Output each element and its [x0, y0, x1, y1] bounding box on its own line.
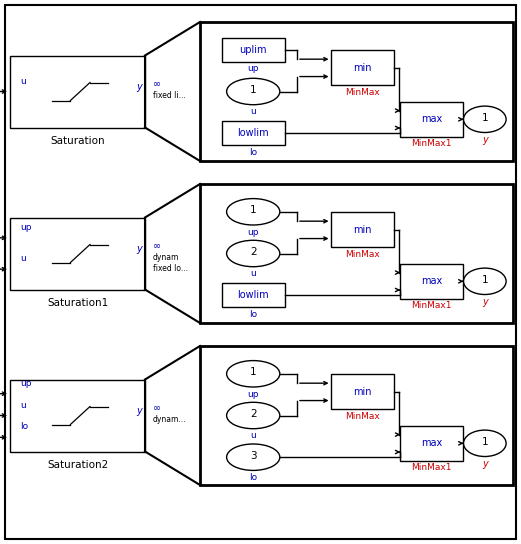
- Text: MinMax: MinMax: [345, 250, 380, 259]
- Bar: [200, 184, 513, 323]
- Text: up: up: [20, 223, 31, 232]
- Ellipse shape: [227, 240, 280, 267]
- Text: u: u: [250, 107, 256, 116]
- Bar: [222, 121, 284, 145]
- Bar: [222, 38, 284, 61]
- Bar: [222, 283, 284, 307]
- Ellipse shape: [464, 268, 506, 294]
- Text: u: u: [250, 431, 256, 440]
- Text: up: up: [247, 390, 259, 399]
- Text: 1: 1: [250, 85, 256, 95]
- Text: 3: 3: [250, 451, 256, 461]
- Text: 2: 2: [250, 247, 256, 257]
- Text: lowlim: lowlim: [238, 128, 269, 138]
- Text: Saturation2: Saturation2: [47, 460, 108, 469]
- Text: ∞: ∞: [153, 242, 161, 251]
- Text: Saturation1: Saturation1: [47, 298, 108, 307]
- Ellipse shape: [227, 199, 280, 225]
- Bar: [10, 55, 145, 127]
- Text: y: y: [482, 134, 488, 145]
- Text: u: u: [20, 77, 26, 85]
- Text: lo: lo: [249, 147, 257, 157]
- Text: min: min: [354, 63, 372, 73]
- Text: 1: 1: [481, 437, 488, 447]
- Text: 2: 2: [250, 409, 256, 419]
- Text: 1: 1: [250, 206, 256, 215]
- Ellipse shape: [227, 361, 280, 387]
- Text: 1: 1: [481, 113, 488, 123]
- Text: y: y: [482, 296, 488, 306]
- Text: MinMax: MinMax: [345, 88, 380, 97]
- Bar: [331, 213, 394, 247]
- Text: u: u: [250, 269, 256, 278]
- Text: fixed li...: fixed li...: [153, 91, 186, 100]
- Text: 1: 1: [481, 275, 488, 285]
- Bar: [331, 374, 394, 409]
- Text: u: u: [20, 254, 26, 263]
- Text: lo: lo: [20, 422, 28, 431]
- Text: min: min: [354, 387, 372, 397]
- Text: MinMax: MinMax: [345, 412, 380, 421]
- Bar: [400, 102, 463, 137]
- Text: up: up: [247, 227, 259, 237]
- Text: uplim: uplim: [240, 45, 267, 55]
- Text: y: y: [482, 459, 488, 468]
- Ellipse shape: [464, 430, 506, 456]
- Text: MinMax1: MinMax1: [412, 301, 452, 310]
- Text: lowlim: lowlim: [238, 290, 269, 300]
- Bar: [10, 380, 145, 452]
- Text: up: up: [20, 379, 31, 388]
- Bar: [331, 51, 394, 85]
- Bar: [400, 264, 463, 299]
- Ellipse shape: [227, 444, 280, 471]
- Text: dynam: dynam: [153, 253, 179, 262]
- Ellipse shape: [227, 403, 280, 429]
- Text: lo: lo: [249, 310, 257, 319]
- Text: y: y: [136, 83, 142, 92]
- Text: lo: lo: [249, 473, 257, 482]
- Text: min: min: [354, 225, 372, 235]
- Text: ∞: ∞: [153, 404, 161, 413]
- Text: Saturation: Saturation: [50, 135, 105, 145]
- Text: up: up: [247, 64, 259, 73]
- Text: 1: 1: [250, 368, 256, 378]
- Ellipse shape: [464, 106, 506, 133]
- Ellipse shape: [227, 78, 280, 104]
- Text: u: u: [20, 400, 26, 410]
- Bar: [10, 218, 145, 289]
- Text: max: max: [421, 114, 442, 124]
- Text: ∞: ∞: [153, 79, 161, 90]
- Text: max: max: [421, 438, 442, 448]
- Bar: [200, 346, 513, 485]
- Text: max: max: [421, 276, 442, 286]
- Text: fixed lo...: fixed lo...: [153, 264, 188, 273]
- Text: MinMax1: MinMax1: [412, 463, 452, 472]
- Bar: [400, 426, 463, 461]
- Text: MinMax1: MinMax1: [412, 139, 452, 148]
- Text: dynam...: dynam...: [153, 415, 187, 424]
- Text: y: y: [136, 406, 142, 417]
- Text: y: y: [136, 244, 142, 255]
- Bar: [200, 22, 513, 161]
